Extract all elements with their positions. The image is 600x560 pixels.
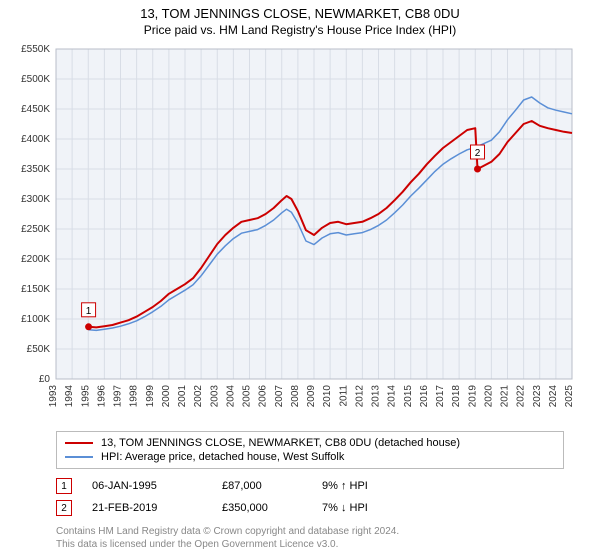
- svg-text:2011: 2011: [338, 385, 349, 407]
- svg-text:2017: 2017: [435, 385, 446, 408]
- svg-text:2018: 2018: [451, 385, 462, 408]
- svg-text:2006: 2006: [258, 385, 269, 408]
- legend-swatch: [65, 456, 93, 458]
- svg-text:2000: 2000: [161, 385, 172, 408]
- svg-text:2022: 2022: [516, 385, 527, 408]
- svg-text:2007: 2007: [274, 385, 285, 408]
- svg-text:2016: 2016: [419, 385, 430, 408]
- svg-text:2002: 2002: [193, 385, 204, 408]
- legend-label: 13, TOM JENNINGS CLOSE, NEWMARKET, CB8 0…: [101, 437, 460, 449]
- svg-text:2005: 2005: [242, 385, 253, 408]
- transaction-hpi: 9% ↑ HPI: [322, 480, 422, 492]
- footnote: Contains HM Land Registry data © Crown c…: [56, 525, 564, 551]
- svg-text:£500K: £500K: [21, 74, 50, 85]
- svg-text:1993: 1993: [48, 385, 59, 408]
- svg-text:2021: 2021: [500, 385, 511, 408]
- footnote-line-1: Contains HM Land Registry data © Crown c…: [56, 525, 564, 538]
- svg-text:£150K: £150K: [21, 284, 50, 295]
- svg-text:£200K: £200K: [21, 254, 50, 265]
- transaction-marker: 1: [56, 478, 72, 494]
- legend-row: HPI: Average price, detached house, West…: [65, 450, 555, 464]
- svg-text:£100K: £100K: [21, 314, 50, 325]
- svg-text:2003: 2003: [209, 385, 220, 408]
- legend-label: HPI: Average price, detached house, West…: [101, 451, 344, 463]
- svg-text:2004: 2004: [225, 385, 236, 408]
- svg-text:£300K: £300K: [21, 194, 50, 205]
- svg-text:2025: 2025: [564, 385, 575, 408]
- footnote-line-2: This data is licensed under the Open Gov…: [56, 538, 564, 551]
- svg-text:2: 2: [475, 148, 481, 159]
- chart-container: 13, TOM JENNINGS CLOSE, NEWMARKET, CB8 0…: [0, 0, 600, 560]
- svg-text:2023: 2023: [532, 385, 543, 408]
- svg-text:2009: 2009: [306, 385, 317, 408]
- chart-title: 13, TOM JENNINGS CLOSE, NEWMARKET, CB8 0…: [0, 0, 600, 21]
- legend-swatch: [65, 442, 93, 444]
- svg-text:2008: 2008: [290, 385, 301, 408]
- legend-row: 13, TOM JENNINGS CLOSE, NEWMARKET, CB8 0…: [65, 436, 555, 450]
- svg-text:1994: 1994: [64, 385, 75, 408]
- svg-text:£450K: £450K: [21, 104, 50, 115]
- svg-text:1995: 1995: [80, 385, 91, 408]
- svg-text:2001: 2001: [177, 385, 188, 408]
- svg-text:2014: 2014: [387, 385, 398, 408]
- transaction-hpi: 7% ↓ HPI: [322, 502, 422, 514]
- transaction-price: £87,000: [222, 480, 302, 492]
- line-chart-svg: £0 £50K £100K £150K £200K £250K £300K £350K £400…: [0, 43, 600, 423]
- legend-box: 13, TOM JENNINGS CLOSE, NEWMARKET, CB8 0…: [56, 431, 564, 469]
- svg-text:2010: 2010: [322, 385, 333, 408]
- transaction-price: £350,000: [222, 502, 302, 514]
- chart-subtitle: Price paid vs. HM Land Registry's House …: [0, 21, 600, 43]
- svg-text:2012: 2012: [354, 385, 365, 408]
- svg-text:1: 1: [86, 306, 92, 317]
- svg-text:£250K: £250K: [21, 224, 50, 235]
- svg-text:1997: 1997: [113, 385, 124, 408]
- svg-text:£50K: £50K: [27, 344, 51, 355]
- svg-text:2015: 2015: [403, 385, 414, 408]
- svg-text:1996: 1996: [96, 385, 107, 408]
- transaction-date: 06-JAN-1995: [92, 480, 202, 492]
- svg-text:1999: 1999: [145, 385, 156, 408]
- svg-text:2020: 2020: [483, 385, 494, 408]
- chart-plot-area: £0 £50K £100K £150K £200K £250K £300K £350K £400…: [0, 43, 600, 423]
- transaction-marker: 2: [56, 500, 72, 516]
- svg-text:2013: 2013: [371, 385, 382, 408]
- svg-text:£0: £0: [39, 374, 51, 385]
- svg-text:£550K: £550K: [21, 44, 50, 55]
- transaction-date: 21-FEB-2019: [92, 502, 202, 514]
- svg-text:2024: 2024: [548, 385, 559, 408]
- transaction-row: 2 21-FEB-2019 £350,000 7% ↓ HPI: [56, 497, 564, 519]
- svg-text:£400K: £400K: [21, 134, 50, 145]
- transactions-table: 1 06-JAN-1995 £87,000 9% ↑ HPI 2 21-FEB-2019 £…: [56, 475, 564, 519]
- svg-text:£350K: £350K: [21, 164, 50, 175]
- transaction-row: 1 06-JAN-1995 £87,000 9% ↑ HPI: [56, 475, 564, 497]
- svg-text:2019: 2019: [467, 385, 478, 408]
- svg-text:1998: 1998: [129, 385, 140, 408]
